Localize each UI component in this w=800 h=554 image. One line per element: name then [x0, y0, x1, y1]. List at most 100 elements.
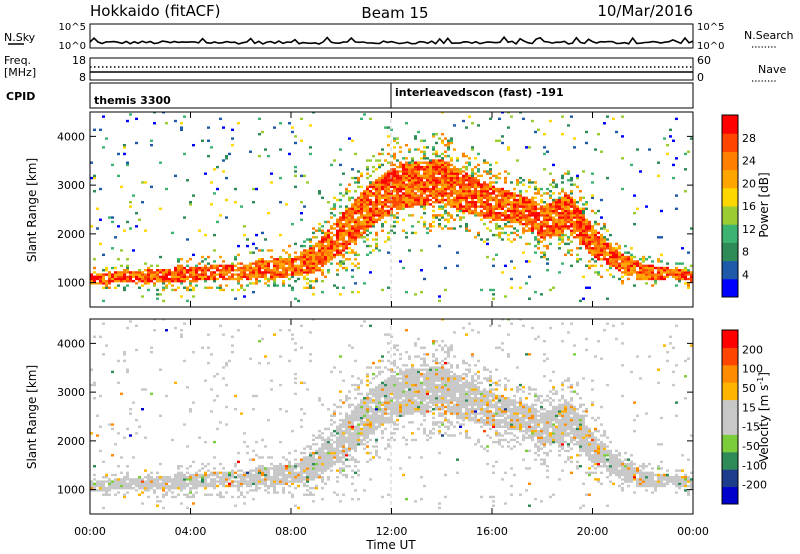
- velocity-cell: [354, 359, 357, 363]
- power-cell: [441, 192, 444, 195]
- velocity-cell: [111, 482, 114, 485]
- power-cell: [531, 209, 534, 213]
- velocity-cell: [309, 456, 312, 459]
- power-cell: [348, 137, 351, 140]
- power-cell: [411, 194, 414, 197]
- power-cell: [231, 288, 234, 292]
- velocity-cell: [129, 408, 132, 411]
- velocity-cell: [303, 456, 306, 459]
- power-cell: [477, 198, 480, 202]
- velocity-cell: [351, 403, 354, 407]
- power-cell: [309, 271, 312, 274]
- power-cell: [360, 233, 363, 237]
- power-cell: [618, 253, 621, 257]
- velocity-cell: [342, 436, 345, 439]
- power-cell: [261, 231, 264, 235]
- velocity-cell: [354, 388, 357, 391]
- power-cell: [321, 290, 324, 294]
- velocity-cell: [168, 480, 171, 483]
- power-cell: [579, 240, 582, 243]
- power-cell: [327, 251, 330, 254]
- power-cell: [429, 183, 432, 186]
- power-cell: [504, 295, 507, 298]
- power-cell: [444, 168, 447, 171]
- power-cell: [528, 198, 531, 202]
- power-cell: [519, 194, 522, 197]
- power-cell: [684, 275, 687, 278]
- power-cell: [279, 258, 282, 261]
- velocity-cell: [393, 403, 396, 407]
- power-cell: [183, 271, 186, 274]
- power-cell: [621, 266, 624, 270]
- power-cell: [612, 255, 615, 259]
- power-cell: [567, 207, 570, 210]
- power-cell: [483, 161, 486, 164]
- power-cell: [369, 209, 372, 213]
- power-cell: [162, 286, 165, 289]
- power-cell: [510, 201, 513, 204]
- power-cell: [288, 273, 291, 276]
- power-cell: [270, 181, 273, 184]
- power-cell: [591, 172, 594, 175]
- power-cell: [330, 238, 333, 241]
- power-cell: [588, 227, 591, 230]
- velocity-cell: [96, 484, 99, 488]
- velocity-cell: [324, 462, 327, 466]
- power-cell: [561, 220, 564, 224]
- power-cell: [579, 225, 582, 228]
- power-cell: [465, 194, 468, 197]
- power-cell: [261, 275, 264, 278]
- power-cell: [501, 196, 504, 200]
- power-cell: [351, 196, 354, 200]
- power-cell: [273, 262, 276, 265]
- velocity-cell: [342, 423, 345, 426]
- power-cell: [585, 141, 588, 145]
- power-cell: [399, 165, 402, 169]
- power-cell: [402, 176, 405, 180]
- power-cell: [675, 284, 678, 287]
- power-cell: [600, 198, 603, 202]
- power-cell: [561, 196, 564, 200]
- velocity-cell: [378, 401, 381, 404]
- power-cell: [630, 253, 633, 257]
- power-cell: [411, 163, 414, 167]
- power-cell: [375, 159, 378, 162]
- velocity-cell: [150, 486, 153, 490]
- power-cell: [441, 183, 444, 186]
- velocity-cell: [303, 482, 306, 485]
- power-cell: [207, 275, 210, 278]
- power-cell: [549, 209, 552, 213]
- power-cell: [297, 269, 300, 272]
- power-cell: [153, 122, 156, 125]
- power-cell: [564, 233, 567, 237]
- power-cell: [345, 231, 348, 235]
- velocity-cell: [306, 456, 309, 459]
- power-cell: [93, 258, 96, 261]
- power-cell: [522, 222, 525, 226]
- velocity-cell: [270, 388, 273, 391]
- power-cell: [552, 286, 555, 289]
- velocity-cell: [117, 359, 120, 363]
- power-cell: [516, 216, 519, 219]
- power-cell: [501, 271, 504, 274]
- power-cell: [228, 277, 231, 281]
- power-cell: [93, 190, 96, 193]
- power-cell: [240, 262, 243, 265]
- velocity-cell: [375, 414, 378, 417]
- power-cell: [357, 170, 360, 173]
- velocity-cell: [408, 368, 411, 371]
- power-cell: [399, 194, 402, 197]
- power-cell: [393, 194, 396, 197]
- velocity-cell: [276, 467, 279, 470]
- power-cell: [273, 126, 276, 129]
- power-cell: [96, 275, 99, 278]
- power-cell: [465, 209, 468, 213]
- velocity-cell: [312, 465, 315, 468]
- power-cell: [402, 198, 405, 202]
- velocity-cell: [210, 388, 213, 391]
- power-cell: [348, 247, 351, 250]
- velocity-cell: [402, 414, 405, 417]
- velocity-cell: [393, 394, 396, 398]
- power-cell: [549, 214, 552, 217]
- velocity-cell: [399, 392, 402, 396]
